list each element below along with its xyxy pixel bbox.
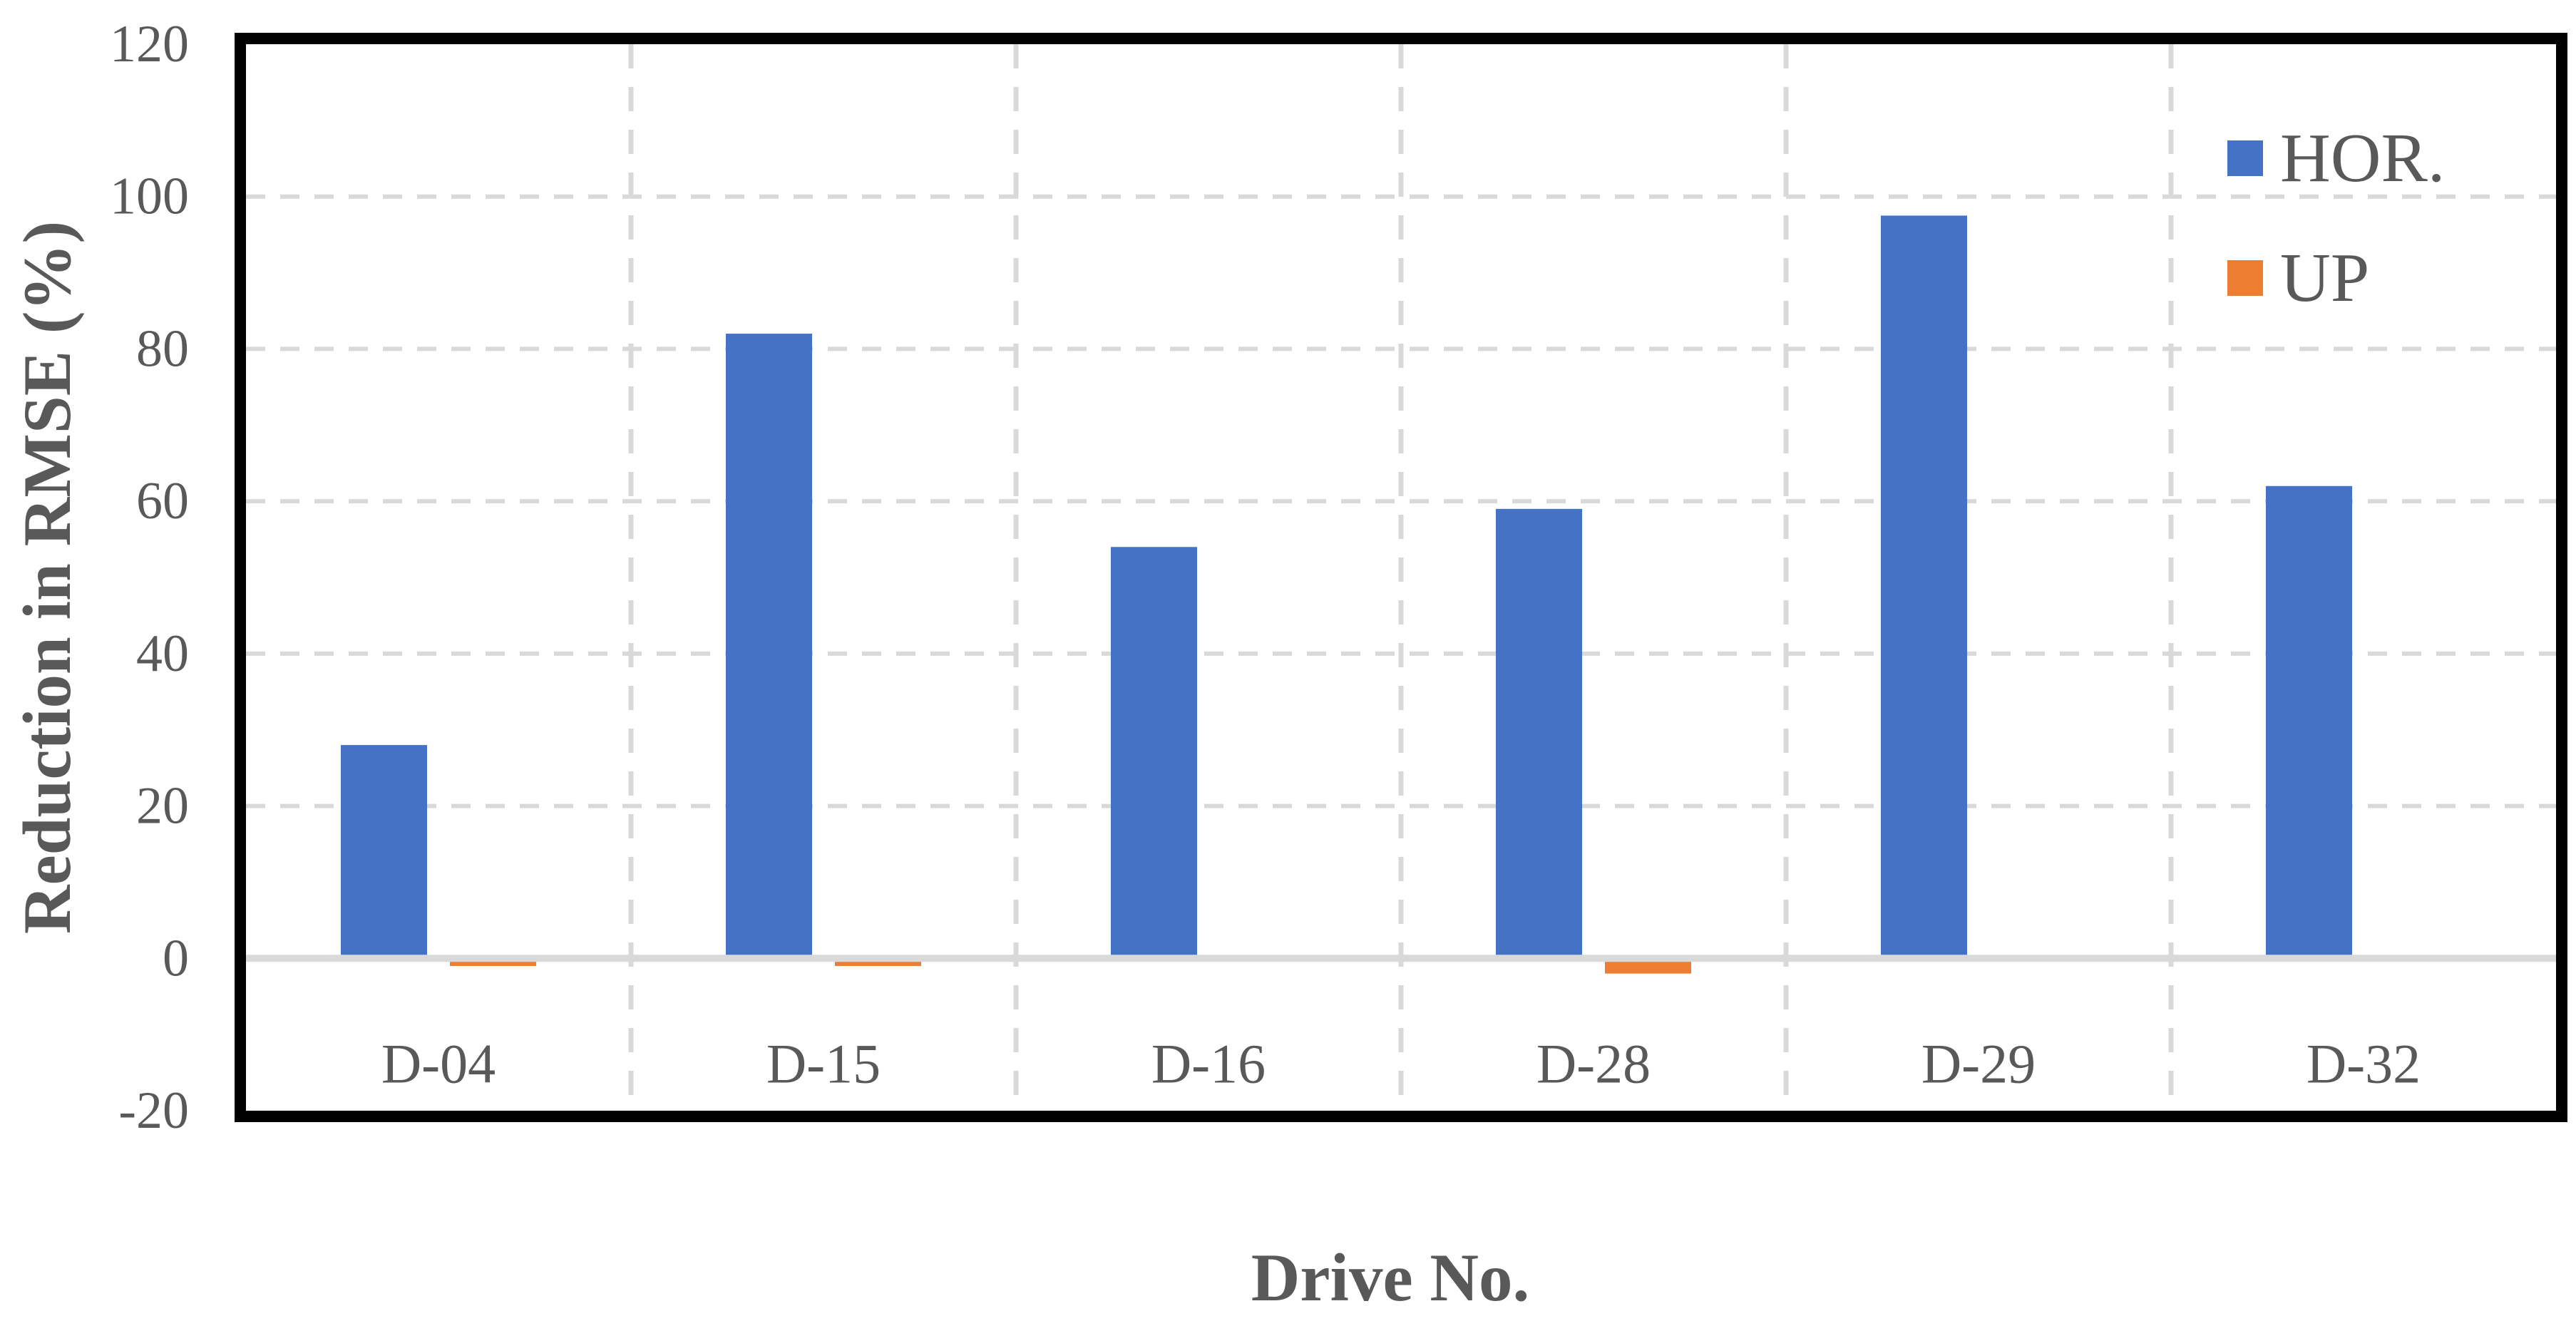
x-tick-D-15: D-15 [766,1033,881,1095]
horizontal-gridlines [246,194,2556,808]
y-tick-40: 40 [136,625,189,683]
y-tick-labels: 120 100 80 60 40 20 0 -20 [110,15,189,1140]
legend-label-up: UP [2280,240,2369,317]
x-tick-D-04: D-04 [381,1033,496,1095]
bar-hor-D-16 [1111,547,1197,959]
axis-titles: Drive No. Reduction in RMSE (%) [9,221,1529,1315]
y-tick-120: 120 [110,15,189,73]
bar-hor-D-28 [1496,508,1582,959]
x-tick-D-32: D-32 [2306,1033,2421,1095]
x-axis-title: Drive No. [1251,1240,1529,1315]
x-tick-D-29: D-29 [1921,1033,2036,1095]
bars [341,215,2352,974]
bar-hor-D-04 [341,745,427,959]
plot-border [235,33,2567,1122]
y-tick-0: 0 [163,929,189,987]
y-tick-20: 20 [136,777,189,836]
bar-up-D-28 [1605,958,1691,974]
legend-label-hor: HOR. [2280,120,2445,197]
plot-border-group [235,33,2567,1122]
bar-hor-D-29 [1881,215,1967,959]
y-tick-100: 100 [110,168,189,226]
y-tick-80: 80 [136,319,189,378]
y-tick--20: -20 [118,1081,189,1140]
bar-up-D-15 [835,958,921,966]
vertical-gridlines [628,44,2174,1111]
y-axis-title: Reduction in RMSE (%) [9,221,85,934]
x-category-labels: D-04 D-15 D-16 D-28 D-29 D-32 [381,1033,2421,1095]
bar-up-D-04 [450,958,536,966]
legend: HOR. UP [2227,120,2445,317]
legend-swatch-hor [2227,140,2263,176]
x-tick-D-28: D-28 [1536,1033,1651,1095]
y-tick-60: 60 [136,472,189,530]
bar-hor-D-15 [726,334,812,959]
legend-swatch-up [2227,260,2263,296]
bar-hor-D-32 [2266,485,2352,959]
x-tick-D-16: D-16 [1151,1033,1266,1095]
